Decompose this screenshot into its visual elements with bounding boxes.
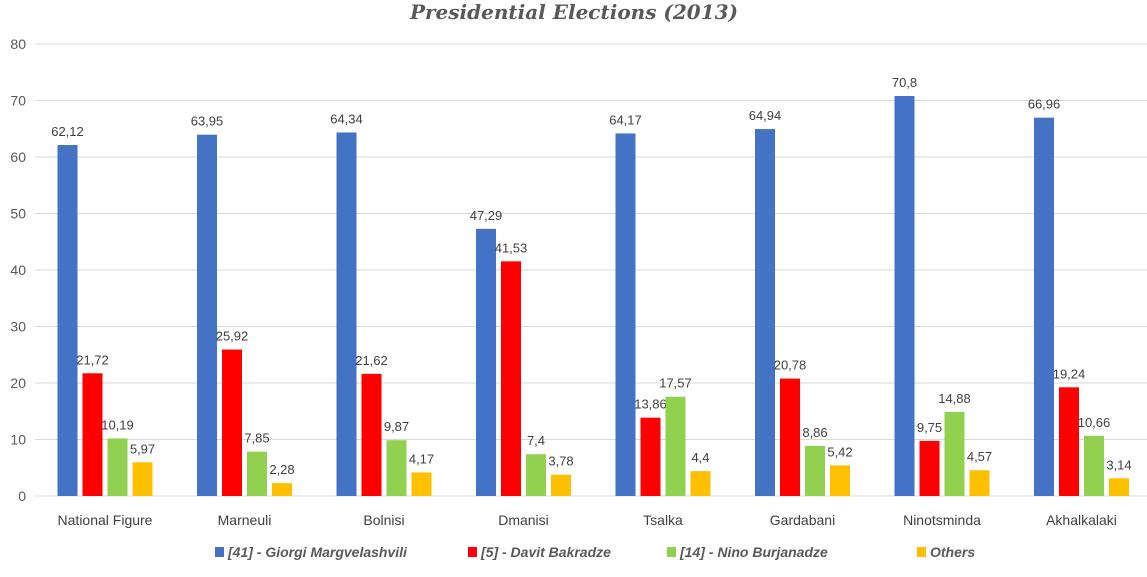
data-label: 4,4 [691,450,709,465]
legend-swatch [215,547,224,557]
bar [107,438,128,496]
legend-swatch [667,547,676,557]
bar [197,134,217,496]
y-tick-label: 40 [10,262,26,278]
data-label: 8,86 [802,425,827,440]
y-tick-label: 20 [10,375,26,391]
data-label: 13,86 [634,397,667,412]
data-label: 5,42 [827,444,852,459]
y-tick-label: 60 [10,149,26,165]
data-label: 21,62 [355,353,388,368]
legend-label: Others [930,544,975,560]
data-label: 66,96 [1028,97,1061,112]
data-label: 4,57 [967,449,992,464]
data-label: 17,57 [659,376,692,391]
x-tick-label: Tsalka [643,512,683,528]
y-tick-label: 80 [10,36,26,52]
y-tick-label: 70 [10,93,26,109]
data-label: 9,75 [917,420,942,435]
data-label: 4,17 [409,451,434,466]
bar [57,145,78,496]
bar [336,132,357,496]
y-tick-label: 10 [10,432,26,448]
bar [944,411,965,496]
x-tick-label: Bolnisi [363,512,404,528]
data-label: 62,12 [51,124,84,139]
data-label: 3,78 [548,454,573,469]
data-label: 21,72 [76,352,109,367]
data-label: 9,87 [384,419,409,434]
bar [82,373,103,496]
x-tick-label: Ninotsminda [903,512,981,528]
bar [665,396,686,496]
data-label: 64,17 [609,112,642,127]
data-label: 47,29 [470,208,503,223]
data-label: 64,34 [330,111,363,126]
x-tick-label: Akhalkalaki [1046,512,1117,528]
bar [919,440,940,496]
x-tick-label: Gardabani [770,512,835,528]
bar [526,454,546,496]
bar [501,261,521,496]
data-label: 64,94 [749,108,782,123]
x-tick-label: Marneuli [218,512,272,528]
legend-label: [14] - Nino Burjanadze [679,544,828,560]
data-label: 63,95 [191,114,224,129]
bar [361,373,382,496]
bar [830,465,850,496]
bar [1109,478,1129,496]
bar [805,445,825,496]
bar [411,472,432,496]
bar [969,470,990,496]
x-tick-label: Dmanisi [498,512,549,528]
legend-swatch [917,547,926,557]
data-label: 14,88 [938,391,971,406]
legend-swatch [468,547,477,557]
data-label: 10,19 [101,417,134,432]
data-label: 10,66 [1078,415,1111,430]
y-tick-label: 0 [18,488,26,504]
bar [222,349,242,496]
bar [640,417,661,496]
bar [690,471,711,496]
bar [755,129,775,497]
x-tick-label: National Figure [58,512,153,528]
bar [894,95,915,496]
data-label: 5,97 [130,441,155,456]
bar [615,133,636,496]
bar [476,228,496,496]
data-label: 70,8 [892,75,917,90]
data-label: 2,28 [269,462,294,477]
bar [272,483,292,496]
bar [1059,387,1079,496]
data-label: 25,92 [216,329,249,344]
bar [1034,117,1054,497]
data-label: 7,85 [244,431,269,446]
bar [132,462,153,496]
y-tick-label: 30 [10,319,26,335]
bar [780,378,800,496]
y-tick-label: 50 [10,206,26,222]
data-label: 41,53 [495,240,528,255]
bar [551,474,571,496]
bar [1084,435,1104,496]
data-label: 7,4 [527,433,545,448]
legend-label: [41] - Giorgi Margvelashvili [227,544,408,560]
chart-title: Presidential Elections (2013) [409,0,738,24]
data-label: 20,78 [774,358,807,373]
bar [247,451,267,496]
legend-label: [5] - Davit Bakradze [480,544,611,560]
data-label: 3,14 [1106,457,1131,472]
bar [386,440,407,496]
data-label: 19,24 [1053,366,1086,381]
